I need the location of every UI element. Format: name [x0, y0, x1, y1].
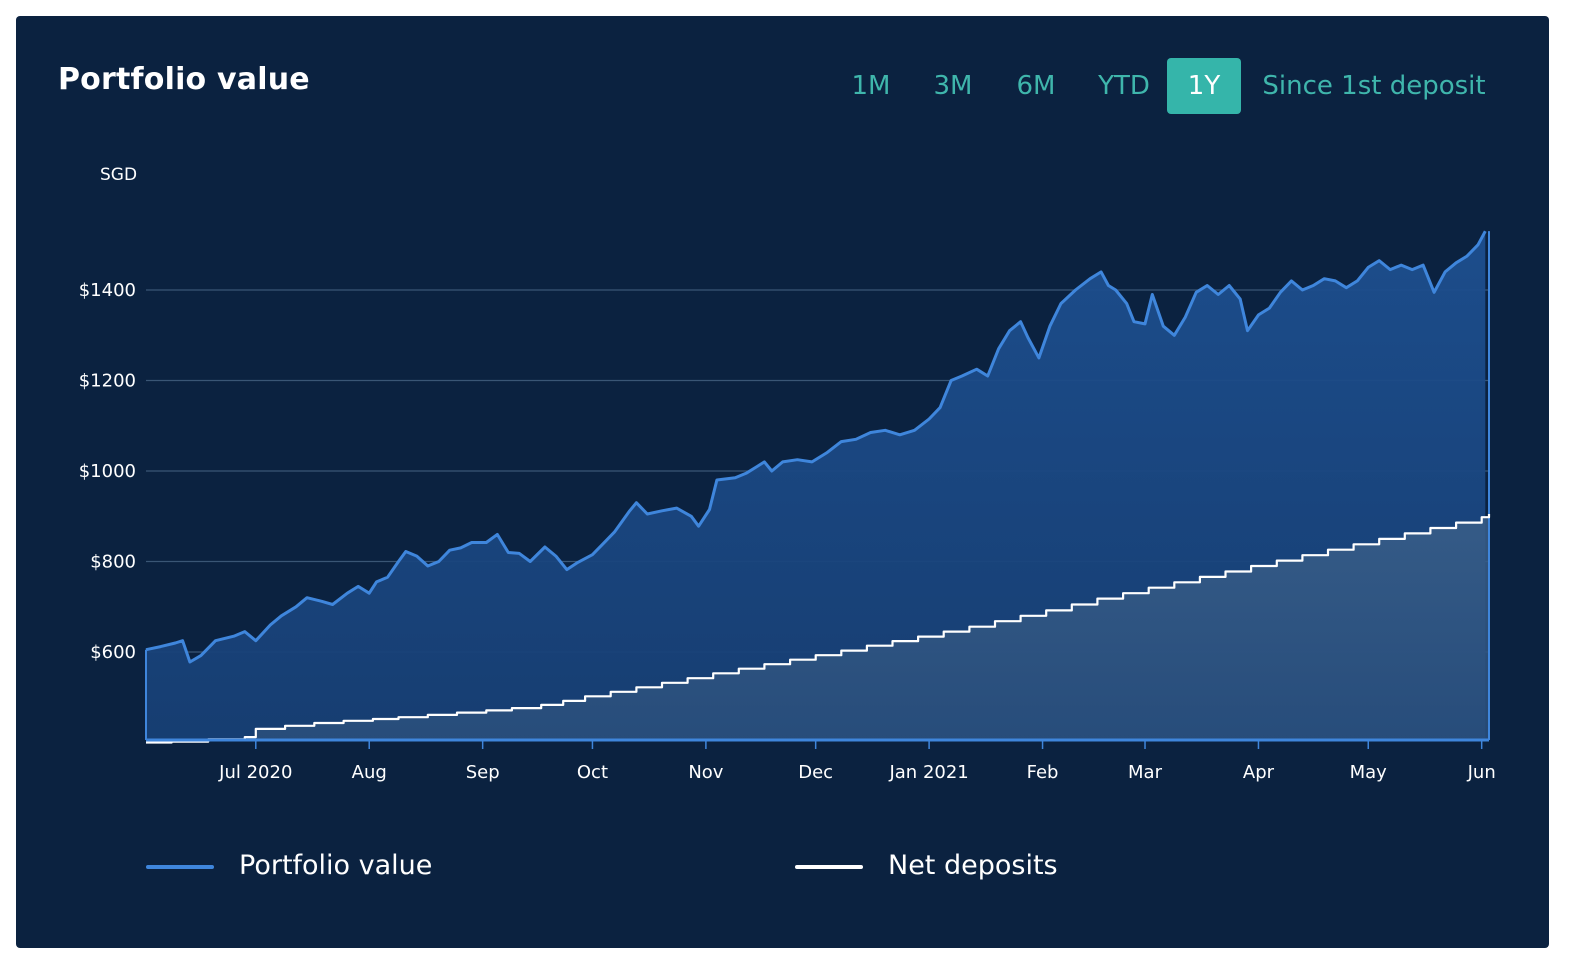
x-tick-label: Dec — [798, 762, 833, 783]
x-tick-label: Jul 2020 — [218, 762, 292, 783]
x-tick-label: Nov — [688, 762, 723, 783]
x-tick-label: Oct — [577, 762, 608, 783]
x-tick-label: Feb — [1027, 762, 1059, 783]
y-axis-title: SGD — [100, 165, 137, 185]
range-button-3m[interactable]: 3M — [933, 71, 973, 101]
x-tick-label: Jun — [1467, 762, 1496, 783]
range-button-6m[interactable]: 6M — [1016, 71, 1056, 101]
legend-deposits-label: Net deposits — [888, 850, 1058, 881]
x-tick-label: Mar — [1128, 762, 1163, 783]
legend-portfolio-swatch — [146, 865, 214, 869]
x-tick-label: Sep — [466, 762, 500, 783]
legend-deposits-swatch — [795, 865, 863, 869]
x-tick-label: Apr — [1243, 762, 1275, 783]
y-tick-label: $800 — [90, 552, 136, 573]
y-tick-label: $600 — [90, 642, 136, 663]
portfolio-value-line — [145, 230, 1487, 664]
x-tick-label: May — [1350, 762, 1388, 783]
net-deposits-area — [146, 514, 1489, 743]
y-tick-label: $1200 — [79, 371, 136, 392]
range-button-1y[interactable]: 1Y — [1167, 58, 1241, 114]
range-button-1m[interactable]: 1M — [851, 71, 891, 101]
legend-portfolio-label: Portfolio value — [239, 850, 433, 881]
range-button-ytd[interactable]: YTD — [1098, 71, 1150, 101]
chart-title: Portfolio value — [58, 62, 310, 97]
x-tick-label: Jan 2021 — [888, 762, 968, 783]
y-tick-label: $1400 — [79, 280, 136, 301]
range-button-since-first-deposit[interactable]: Since 1st deposit — [1262, 71, 1486, 101]
net-deposits-line — [146, 514, 1491, 744]
x-tick-label: Aug — [352, 762, 387, 783]
y-tick-label: $1000 — [79, 461, 136, 482]
